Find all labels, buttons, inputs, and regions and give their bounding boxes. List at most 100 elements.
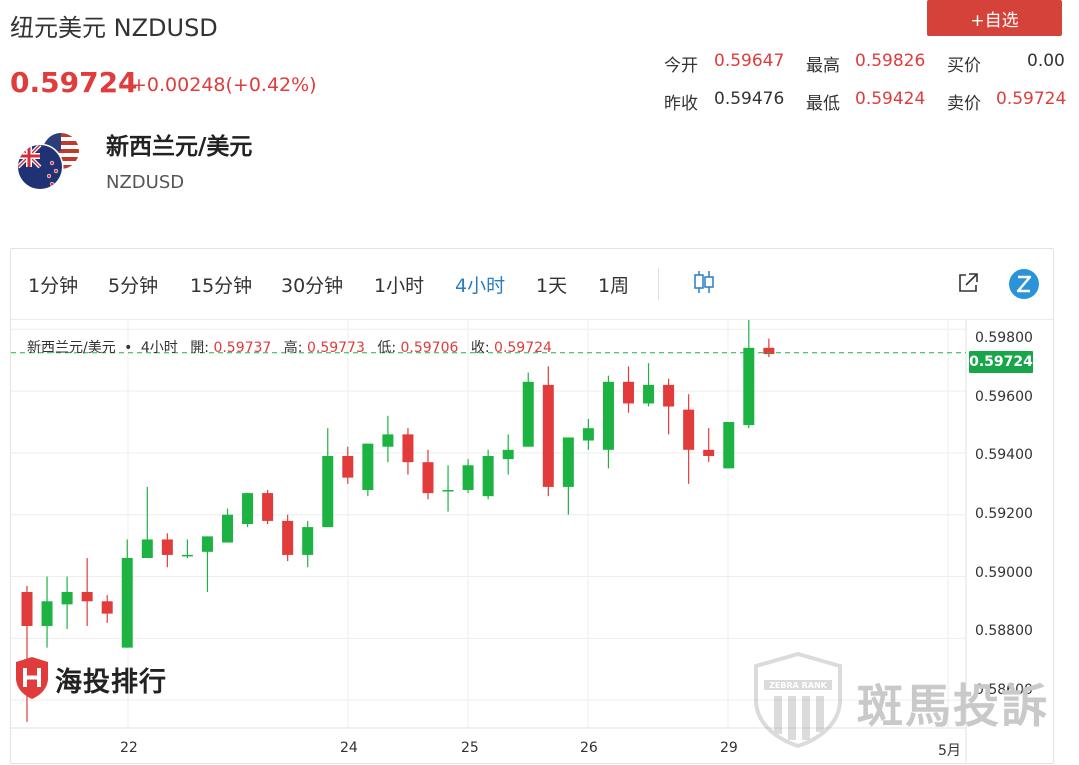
y-tick-label: 0.59400	[975, 447, 1033, 463]
tab-1min[interactable]: 1分钟	[28, 275, 79, 297]
candle-body[interactable]	[242, 493, 254, 524]
candle-body[interactable]	[462, 465, 474, 490]
candle-body[interactable]	[623, 381, 634, 404]
candle-body[interactable]	[322, 456, 334, 528]
x-tick-label: 26	[580, 740, 598, 756]
x-tick-label: 5月	[938, 743, 961, 759]
tab-1week[interactable]: 1周	[598, 275, 630, 297]
current-price: 0.59724	[10, 66, 138, 99]
y-tick-label: 0.58800	[975, 623, 1033, 639]
candle-body[interactable]	[181, 554, 193, 557]
candle-body[interactable]	[201, 536, 213, 552]
candle-body[interactable]	[402, 434, 414, 463]
legend-low: 0.59706	[400, 340, 459, 356]
zebra-rank-logo-icon: ZEBRA RANK	[752, 651, 844, 752]
candle-body[interactable]	[502, 449, 514, 460]
chart-legend: 新西兰元/美元 • 4小时 開: 0.59737 高: 0.59773 低: 0…	[27, 337, 552, 357]
tab-15min[interactable]: 15分钟	[190, 275, 253, 297]
tab-4hour[interactable]: 4小时	[455, 275, 506, 297]
instrument-code: NZDUSD	[106, 172, 185, 193]
candle-body[interactable]	[121, 558, 133, 648]
candle-body[interactable]	[161, 539, 173, 555]
y-tick-label: 0.59800	[975, 330, 1033, 346]
candle-body[interactable]	[703, 449, 715, 456]
last-price-tag: 0.59724	[969, 351, 1033, 373]
candle-body[interactable]	[422, 462, 434, 494]
candle-body[interactable]	[562, 437, 574, 487]
legend-high: 0.59773	[306, 340, 365, 356]
candle-body[interactable]	[81, 592, 93, 602]
ask-label: 卖价	[947, 94, 981, 114]
candle-body[interactable]	[723, 422, 735, 469]
candle-body[interactable]	[282, 520, 294, 555]
high-value: 0.59826	[855, 51, 926, 71]
candle-body[interactable]	[41, 601, 53, 626]
instrument-name: 新西兰元/美元	[106, 134, 253, 160]
toolbar-divider	[658, 268, 659, 300]
candle-body[interactable]	[342, 456, 354, 478]
candles-icon[interactable]	[692, 270, 716, 298]
candle-body[interactable]	[302, 527, 314, 555]
open-value: 0.59647	[714, 51, 785, 71]
tradingview-icon[interactable]	[1009, 269, 1039, 303]
candlestick-chart[interactable]	[11, 320, 1053, 762]
tab-1hour[interactable]: 1小时	[374, 275, 425, 297]
legend-open-label: 開:	[190, 340, 209, 356]
x-tick-label: 22	[120, 740, 138, 756]
candle-body[interactable]	[522, 381, 534, 447]
toolbar-divider-line	[11, 319, 1053, 320]
candle-body[interactable]	[362, 443, 374, 490]
prev-close-label: 昨收	[664, 94, 698, 114]
open-label: 今开	[664, 56, 698, 76]
tab-30min[interactable]: 30分钟	[281, 275, 344, 297]
high-label: 最高	[806, 56, 840, 76]
candle-body[interactable]	[442, 490, 454, 492]
legend-low-label: 低:	[377, 340, 397, 356]
legend-open: 0.59737	[213, 340, 272, 356]
page-title: 纽元美元 NZDUSD	[10, 14, 218, 42]
haitou-logo-icon	[14, 656, 50, 704]
bid-label: 买价	[947, 56, 981, 76]
external-link-icon[interactable]	[957, 272, 979, 298]
candle-body[interactable]	[482, 456, 494, 497]
low-value: 0.59424	[855, 89, 926, 109]
legend-close-label: 收:	[470, 340, 490, 356]
haitou-watermark-text: 海投排行	[55, 667, 167, 698]
candle-body[interactable]	[542, 384, 554, 487]
legend-symbol: 新西兰元/美元	[27, 340, 116, 356]
candle-body[interactable]	[382, 434, 394, 447]
candle-body[interactable]	[141, 539, 153, 558]
candle-body[interactable]	[101, 601, 113, 614]
prev-close-value: 0.59476	[714, 89, 785, 109]
tab-5min[interactable]: 5分钟	[108, 275, 159, 297]
ask-value: 0.59724	[996, 89, 1067, 109]
chart-panel	[10, 248, 1054, 764]
x-tick-label: 29	[720, 740, 738, 756]
candle-body[interactable]	[663, 384, 675, 407]
candle-body[interactable]	[21, 592, 33, 626]
nz-us-flag-icon	[16, 129, 80, 193]
candle-body[interactable]	[262, 493, 274, 521]
candle-body[interactable]	[582, 428, 594, 441]
legend-high-label: 高:	[283, 340, 303, 356]
candle-body[interactable]	[222, 514, 233, 543]
candle-body[interactable]	[602, 381, 614, 450]
y-tick-label: 0.58600	[975, 682, 1033, 698]
candle-body[interactable]	[743, 347, 755, 426]
low-label: 最低	[806, 94, 840, 114]
legend-interval: 4小时	[140, 340, 178, 356]
price-change: +0.00248(+0.42%)	[131, 74, 317, 96]
zebra-watermark-text: 斑馬投訴	[857, 679, 1049, 733]
candle-body[interactable]	[61, 592, 73, 605]
x-tick-label: 25	[461, 740, 479, 756]
legend-close: 0.59724	[494, 340, 552, 356]
candle-body[interactable]	[763, 347, 775, 354]
candle-body[interactable]	[643, 384, 655, 404]
add-watchlist-button[interactable]: +自选	[927, 0, 1062, 36]
y-tick-label: 0.59000	[975, 565, 1033, 581]
bid-value: 0.00	[1027, 51, 1065, 71]
tab-1day[interactable]: 1天	[536, 275, 568, 297]
candle-body[interactable]	[683, 409, 695, 450]
y-tick-label: 0.59600	[975, 389, 1033, 405]
legend-dot: •	[124, 340, 133, 356]
